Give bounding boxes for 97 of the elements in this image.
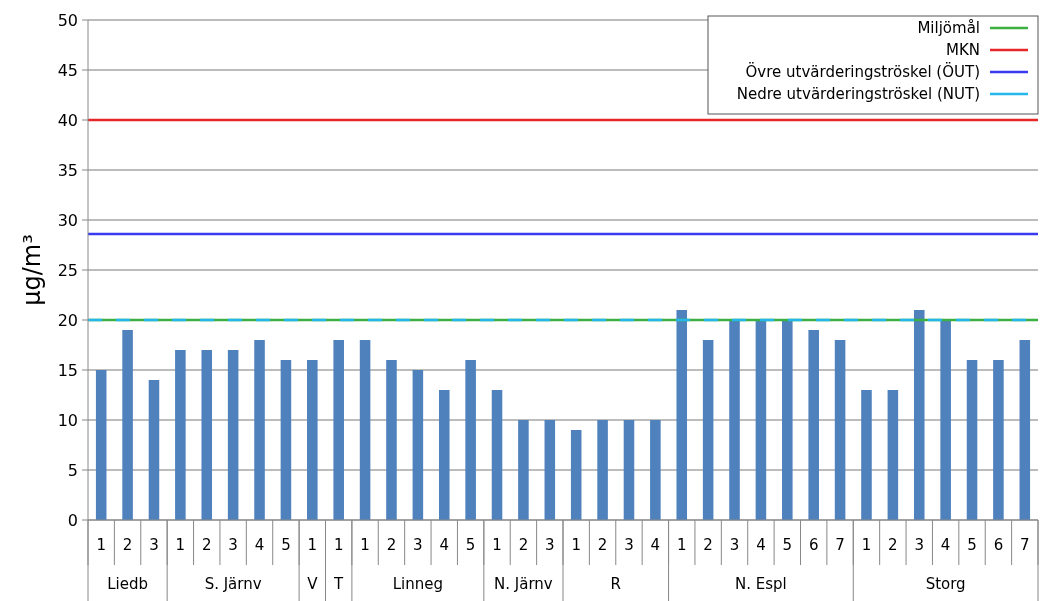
x-tick-label: 2 xyxy=(518,536,529,554)
y-tick-label: 10 xyxy=(57,410,78,430)
x-tick-label: 5 xyxy=(281,536,291,554)
bar xyxy=(412,370,424,520)
bar xyxy=(940,320,951,520)
bar xyxy=(518,420,529,520)
x-tick-label: 4 xyxy=(439,536,450,554)
bar xyxy=(782,320,793,520)
x-tick-label: 2 xyxy=(201,536,212,554)
y-tick-label: 15 xyxy=(57,360,78,380)
x-tick-label: 5 xyxy=(782,536,793,554)
x-tick-label: 2 xyxy=(597,536,608,554)
bar xyxy=(122,330,133,520)
bar xyxy=(544,420,556,520)
x-tick-label: 2 xyxy=(386,536,397,554)
x-tick-label: 4 xyxy=(756,536,766,554)
y-tick-label: 40 xyxy=(57,110,78,130)
x-tick-label: 3 xyxy=(729,536,740,554)
x-tick-label: 3 xyxy=(149,536,159,554)
x-tick-label: 7 xyxy=(835,536,845,554)
bar xyxy=(623,420,635,520)
y-tick-label: 35 xyxy=(57,160,78,180)
legend-label: Nedre utvärderingströskel (NUT) xyxy=(736,85,980,103)
y-tick-label: 0 xyxy=(67,510,78,530)
x-tick-label: 1 xyxy=(175,536,186,554)
text: S. Järnv xyxy=(204,575,262,593)
x-tick-label: 1 xyxy=(360,536,370,554)
bar xyxy=(465,360,476,520)
x-tick-label: 1 xyxy=(333,536,344,554)
bar xyxy=(386,360,397,520)
y-axis-title: μg/m³ xyxy=(18,234,46,306)
x-tick-label: 1 xyxy=(96,536,106,554)
text: T xyxy=(333,575,345,593)
bar xyxy=(148,380,160,520)
text: N. Järnv xyxy=(494,575,553,593)
bar xyxy=(861,390,872,520)
bar xyxy=(755,320,767,520)
bar xyxy=(808,330,819,520)
bar xyxy=(254,340,265,520)
bar xyxy=(570,430,582,520)
x-tick-label: 5 xyxy=(967,536,977,554)
bar xyxy=(676,310,688,520)
text: Linneg xyxy=(392,575,444,593)
bar xyxy=(913,310,925,520)
legend-label: Övre utvärderingströskel (ÖUT) xyxy=(745,62,980,81)
x-tick-label: 1 xyxy=(492,536,502,554)
bar xyxy=(175,350,186,520)
x-tick-label: 3 xyxy=(914,536,925,554)
y-tick-label: 45 xyxy=(57,60,78,80)
x-tick-label: 7 xyxy=(1020,536,1030,554)
text: V xyxy=(307,575,319,593)
x-tick-label: 1 xyxy=(307,536,318,554)
x-tick-label: 4 xyxy=(650,536,661,554)
text: N. Espl xyxy=(735,575,787,593)
legend-label: MKN xyxy=(946,41,980,59)
x-tick-label: 3 xyxy=(624,536,634,554)
bar xyxy=(834,340,846,520)
x-tick-label: 1 xyxy=(571,536,581,554)
x-tick-label: 1 xyxy=(861,536,872,554)
bar xyxy=(438,390,450,520)
x-tick-label: 2 xyxy=(122,536,133,554)
y-tick-label: 30 xyxy=(57,210,78,230)
bar xyxy=(702,340,714,520)
text: Storg xyxy=(925,575,966,593)
y-tick-label: 25 xyxy=(57,260,78,280)
x-tick-label: 3 xyxy=(228,536,238,554)
x-tick-label: 3 xyxy=(545,536,555,554)
bar xyxy=(729,320,740,520)
x-tick-label: 5 xyxy=(465,536,476,554)
bar xyxy=(227,350,239,520)
bar xyxy=(887,390,899,520)
x-tick-label: 3 xyxy=(413,536,423,554)
bar xyxy=(597,420,608,520)
text: Liedb xyxy=(107,575,148,593)
bar xyxy=(966,360,978,520)
bar xyxy=(491,390,503,520)
x-tick-label: 4 xyxy=(940,536,951,554)
x-tick-label: 6 xyxy=(808,536,819,554)
y-tick-label: 50 xyxy=(57,10,78,30)
y-tick-label: 5 xyxy=(67,460,78,480)
bar xyxy=(650,420,661,520)
bar xyxy=(307,360,318,520)
bar xyxy=(1019,340,1031,520)
bar xyxy=(95,370,107,520)
bar xyxy=(280,360,292,520)
x-tick-label: 2 xyxy=(703,536,713,554)
y-tick-label: 20 xyxy=(57,310,78,330)
bar xyxy=(993,360,1004,520)
x-tick-label: 1 xyxy=(676,536,687,554)
x-tick-label: 2 xyxy=(888,536,898,554)
x-tick-label: 4 xyxy=(254,536,265,554)
legend-label: Miljömål xyxy=(917,19,980,37)
bar xyxy=(359,340,371,520)
bar xyxy=(333,340,344,520)
text: R xyxy=(610,575,621,593)
bar xyxy=(201,350,213,520)
x-tick-label: 6 xyxy=(993,536,1004,554)
